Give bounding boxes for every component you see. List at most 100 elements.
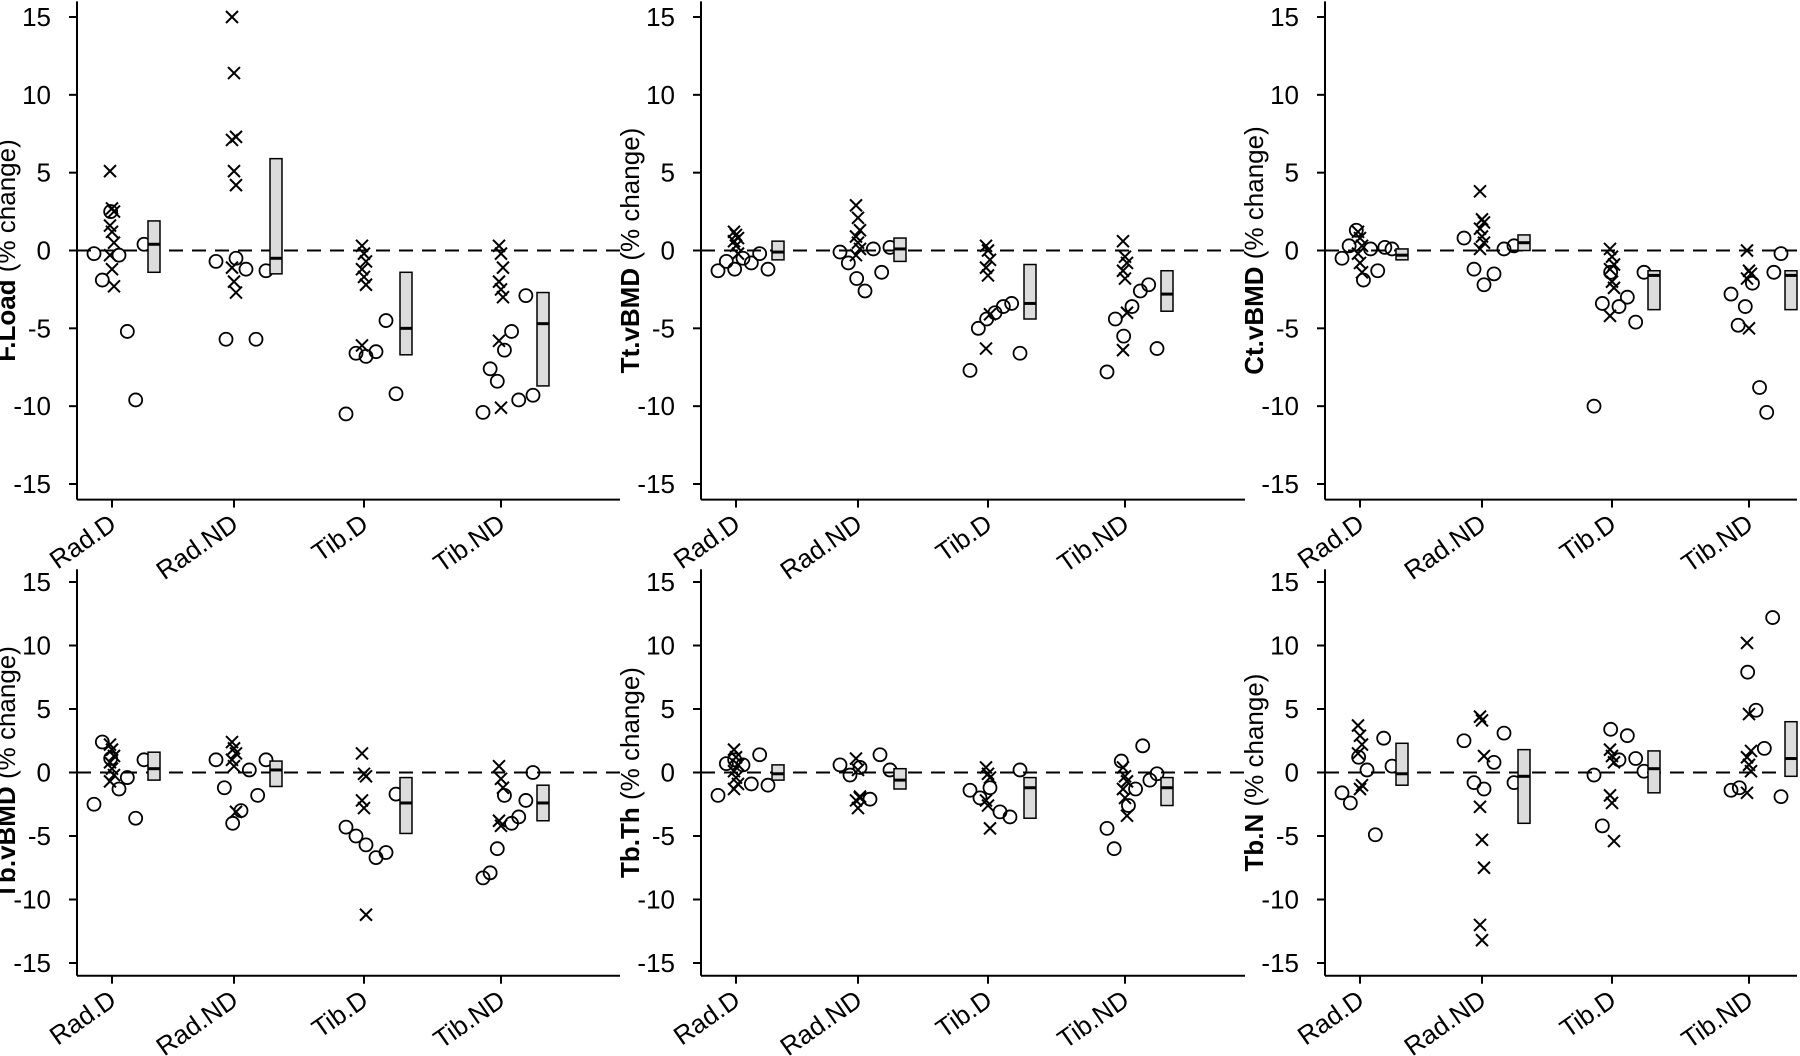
category-label: Rad.ND	[774, 984, 867, 1056]
x-marker-point	[727, 782, 741, 796]
x-marker-point	[981, 268, 995, 283]
x-marker-point	[1351, 718, 1365, 733]
panel-5: 15 10 5 0 -5 -10 -15 Tb.Th (% change) Rad.D Rad.N…	[615, 567, 1245, 1056]
x-marker-point	[227, 274, 241, 289]
x-marker-point	[1353, 782, 1367, 796]
x-marker-point	[729, 239, 743, 253]
circle-marker-point	[225, 815, 241, 831]
summary-box	[536, 291, 550, 387]
circle-marker-point	[1012, 345, 1028, 361]
x-marker-point	[1605, 250, 1619, 264]
x-marker-point	[355, 793, 369, 808]
x-marker-point	[1605, 796, 1619, 810]
x-marker-point	[849, 793, 863, 808]
circle-marker-point	[1773, 246, 1789, 262]
x-marker-point	[359, 254, 373, 269]
circle-marker-point	[995, 299, 1011, 314]
x-marker-point	[979, 341, 993, 356]
circle-marker-point	[865, 241, 881, 257]
x-marker-point	[1475, 933, 1489, 947]
circle-marker-point	[849, 271, 865, 286]
circle-marker-point	[1586, 767, 1602, 783]
circle-marker-point	[710, 787, 726, 803]
summary-box	[1023, 776, 1037, 819]
y-tick-label: 10	[646, 631, 675, 661]
category-label: Tib.ND	[1052, 984, 1135, 1054]
y-tick-label: 10	[22, 631, 51, 661]
circle-marker-point	[489, 841, 505, 857]
x-marker-point	[851, 801, 865, 815]
x-marker-point	[983, 253, 997, 267]
y-tick-label: 10	[1270, 631, 1299, 661]
x-marker-point	[1740, 636, 1754, 650]
circle-marker-point	[1334, 785, 1350, 801]
y-tick-label: -15	[637, 948, 675, 978]
x-marker-point	[355, 746, 369, 761]
circle-marker-point	[103, 204, 119, 219]
summary-box	[269, 157, 283, 275]
summary-box	[399, 271, 413, 356]
x-marker-point	[1740, 750, 1754, 764]
y-tick-label: -15	[13, 948, 51, 978]
y-axis-title-unit: (% change)	[615, 128, 645, 268]
x-marker-point	[492, 274, 506, 289]
y-tick-label: 10	[646, 80, 675, 110]
circle-marker-point	[86, 246, 102, 262]
category-label: Rad.D	[44, 984, 122, 1051]
x-marker-point	[1120, 306, 1134, 320]
circle-marker-point	[727, 261, 743, 277]
summary-box	[1647, 750, 1661, 794]
y-tick-label: 15	[22, 567, 51, 597]
category-label: Rad.D	[668, 984, 746, 1051]
y-tick-label: -5	[1276, 821, 1299, 851]
y-tick-label: 0	[37, 758, 51, 788]
circle-marker-point	[378, 845, 394, 860]
circle-marker-point	[743, 776, 759, 792]
x-marker-point	[107, 279, 121, 294]
y-axis-title: Tb.vBMD (% change)	[0, 646, 21, 899]
x-marker-point	[229, 178, 243, 192]
x-marker-point	[1116, 343, 1130, 357]
x-marker-point	[1355, 737, 1369, 752]
y-tick-label: -15	[13, 469, 51, 499]
circle-marker-point	[482, 361, 498, 377]
x-marker-point	[853, 223, 867, 237]
y-axis-title: Tb.N (% change)	[1239, 674, 1269, 872]
summary-box	[1784, 720, 1798, 778]
x-marker-point	[1607, 281, 1621, 295]
category-label: Rad.ND	[1398, 984, 1491, 1056]
y-tick-label: 5	[661, 694, 675, 724]
circle-marker-point	[378, 313, 394, 328]
circle-marker-point	[760, 777, 776, 793]
circle-marker-point	[1116, 328, 1132, 344]
category-label: Tib.D	[1554, 508, 1621, 568]
circle-marker-point	[1359, 762, 1375, 778]
circle-marker-point	[368, 850, 384, 865]
y-tick-label: 0	[37, 236, 51, 266]
circle-marker-point	[1586, 398, 1602, 414]
circle-marker-point	[1012, 762, 1028, 778]
y-tick-label: 5	[37, 694, 51, 724]
x-marker-point	[492, 334, 506, 348]
y-tick-label: -10	[13, 885, 51, 915]
x-marker-point	[1744, 764, 1758, 778]
circle-marker-point	[1603, 264, 1619, 280]
summary-box	[1517, 748, 1531, 825]
x-marker-point	[1607, 834, 1621, 848]
y-axis-title-metric: Ct.vBMD	[1239, 266, 1269, 374]
circle-marker-point	[1723, 782, 1739, 798]
category-label: Rad.D	[1292, 508, 1370, 575]
circle-marker-point	[1766, 264, 1782, 280]
x-marker-point	[494, 401, 508, 415]
y-tick-label: 10	[22, 80, 51, 110]
y-tick-label: -5	[28, 313, 51, 343]
y-tick-label: -15	[1261, 948, 1299, 978]
circle-marker-point	[857, 283, 873, 299]
circle-marker-point	[992, 804, 1008, 820]
x-marker-point	[1477, 215, 1491, 230]
circle-marker-point	[482, 865, 498, 881]
panel-6: 15 10 5 0 -5 -10 -15 Tb.N (% change) Rad.D Rad.ND…	[1239, 567, 1798, 1056]
circle-marker-point	[348, 345, 364, 361]
circle-marker-point	[216, 780, 232, 796]
circle-marker-point	[511, 392, 527, 408]
